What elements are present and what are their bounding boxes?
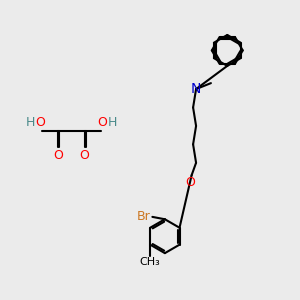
Text: H: H <box>26 116 35 129</box>
Text: H: H <box>108 116 117 129</box>
Text: N: N <box>190 82 201 96</box>
Text: O: O <box>35 116 45 129</box>
Text: Br: Br <box>137 210 151 224</box>
Text: CH₃: CH₃ <box>140 257 160 267</box>
Text: O: O <box>97 116 107 129</box>
Text: O: O <box>80 148 89 161</box>
Text: O: O <box>185 176 195 190</box>
Text: O: O <box>53 148 63 161</box>
